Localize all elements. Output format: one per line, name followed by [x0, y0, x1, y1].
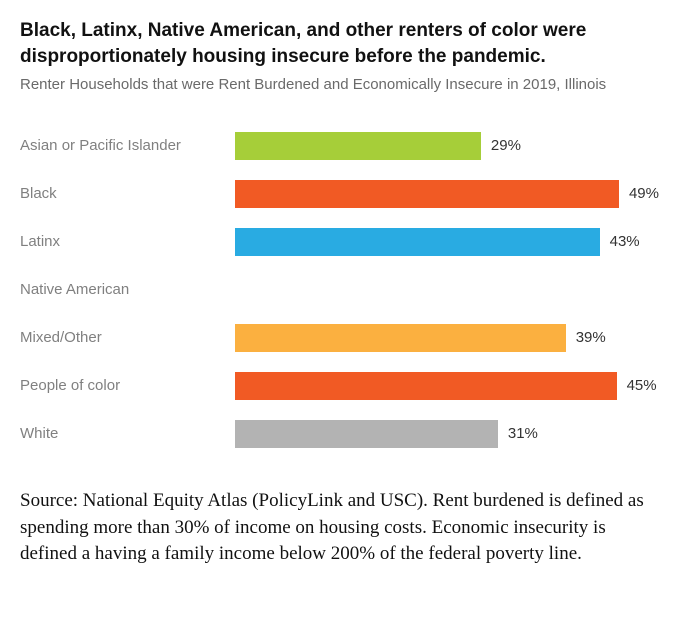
bar-chart: Asian or Pacific Islander 29% Black 49% … — [20, 122, 659, 458]
row-label: Asian or Pacific Islander — [20, 137, 235, 155]
bar-value: 43% — [610, 233, 640, 250]
bar-row: Asian or Pacific Islander 29% — [20, 122, 659, 170]
bar-value: 45% — [627, 377, 657, 394]
row-label: Latinx — [20, 233, 235, 251]
bar-row: Mixed/Other 39% — [20, 314, 659, 362]
bar-track: 43% — [235, 218, 659, 266]
chart-subtitle: Renter Households that were Rent Burdene… — [20, 75, 659, 95]
bar-value: 29% — [491, 137, 521, 154]
bar-track: 31% — [235, 410, 659, 458]
bar — [235, 132, 481, 160]
bar — [235, 180, 619, 208]
row-label: Native American — [20, 281, 235, 299]
bar — [235, 228, 600, 256]
row-label: Black — [20, 185, 235, 203]
source-note: Source: National Equity Atlas (PolicyLin… — [20, 488, 659, 569]
bar — [235, 324, 566, 352]
bar-value: 39% — [576, 329, 606, 346]
row-label: Mixed/Other — [20, 329, 235, 347]
bar-row: White 31% — [20, 410, 659, 458]
bar-track: 39% — [235, 314, 659, 362]
bar-track: 45% — [235, 362, 659, 410]
bar-track: 29% — [235, 122, 659, 170]
bar — [235, 372, 617, 400]
bar-track — [235, 266, 659, 314]
row-label: White — [20, 425, 235, 443]
row-label: People of color — [20, 377, 235, 395]
bar-track: 49% — [235, 170, 659, 218]
bar — [235, 420, 498, 448]
bar-value: 49% — [629, 185, 659, 202]
bar-row: Black 49% — [20, 170, 659, 218]
bar-row: Latinx 43% — [20, 218, 659, 266]
bar-row: Native American — [20, 266, 659, 314]
chart-title: Black, Latinx, Native American, and othe… — [20, 18, 659, 69]
bar-row: People of color 45% — [20, 362, 659, 410]
bar-value: 31% — [508, 425, 538, 442]
